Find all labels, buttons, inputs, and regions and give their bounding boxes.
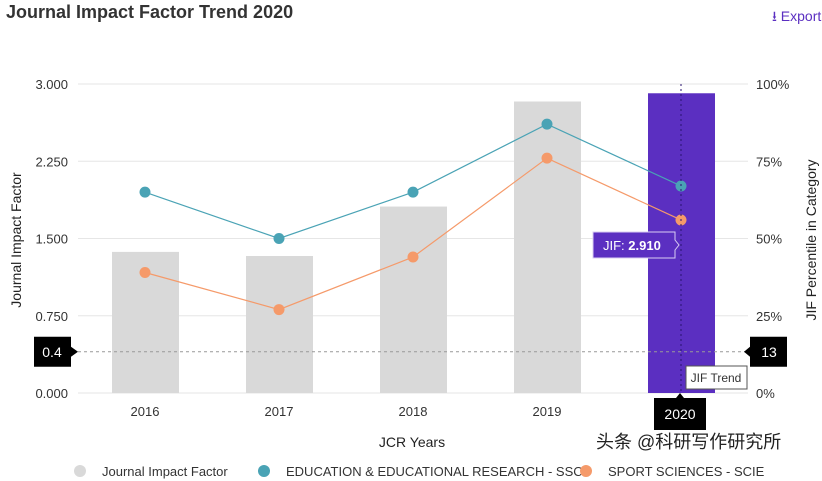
x-tick-label: 2017 (265, 404, 294, 419)
chart-title: Journal Impact Factor Trend 2020 (6, 2, 294, 22)
y-tick-label: 2.250 (35, 154, 68, 169)
y-tick-label: 0.000 (35, 386, 68, 401)
data-point (407, 186, 419, 198)
legend-label: Journal Impact Factor (102, 464, 228, 479)
tooltip-text: JIF: 2.910 (603, 238, 661, 253)
legend-label: SPORT SCIENCES - SCIE (608, 464, 765, 479)
data-point (139, 186, 151, 198)
x-tick-label: 2016 (131, 404, 160, 419)
data-point (407, 251, 419, 263)
y-right-axis-label: JIF Percentile in Category (803, 159, 819, 320)
watermark: 头条 @科研写作研究所 (596, 432, 782, 452)
y-right-tick-label: 100% (756, 77, 790, 92)
y-tick-label: 0.750 (35, 309, 68, 324)
crosshair-right-value: 13 (761, 344, 777, 360)
y-tick-label: 1.500 (35, 232, 68, 247)
tooltip-box (592, 231, 680, 259)
x-axis-label: JCR Years (379, 434, 445, 450)
y-tick-label: 3.000 (35, 77, 68, 92)
x-tick-label: 2018 (399, 404, 428, 419)
data-point (273, 304, 285, 316)
y-right-tick-label: 25% (756, 309, 782, 324)
bar-2017 (246, 256, 313, 393)
bar-2018 (380, 206, 447, 393)
data-point (541, 152, 553, 164)
download-icon: ⭳ (772, 8, 781, 24)
y-right-tick-label: 0% (756, 386, 775, 401)
hover-label-box (685, 365, 748, 390)
crosshair-left-value: 0.4 (42, 344, 62, 360)
y-right-tick-label: 50% (756, 232, 782, 247)
legend-marker (74, 465, 86, 477)
crosshair-left-marker (34, 336, 78, 367)
x-tick-label: 2019 (533, 404, 562, 419)
legend-label: EDUCATION & EDUCATIONAL RESEARCH - SSCI (286, 464, 586, 479)
legend-marker (580, 465, 592, 477)
bar-2019 (514, 101, 581, 393)
legend-marker (258, 465, 270, 477)
data-point (541, 118, 553, 130)
y-axis-label: Journal Impact Factor (8, 172, 24, 308)
data-point (139, 266, 151, 278)
y-right-tick-label: 75% (756, 154, 782, 169)
crosshair-x-marker (654, 393, 706, 430)
export-button[interactable]: ⭳ Export (772, 8, 822, 24)
crosshair-x-value: 2020 (664, 406, 695, 422)
data-point (273, 233, 285, 244)
crosshair-right-marker (744, 336, 787, 367)
hover-label: JIF Trend (691, 371, 742, 385)
